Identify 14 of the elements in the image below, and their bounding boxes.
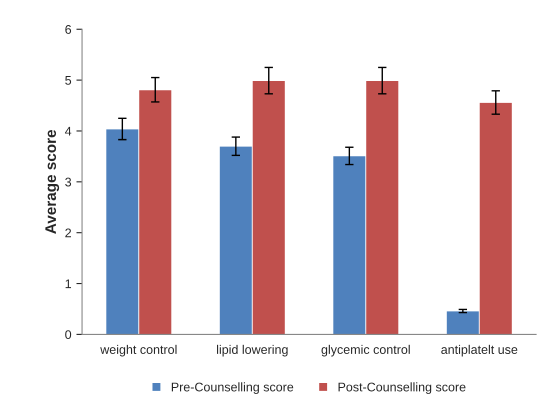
- x-tick-label: lipid lowering: [217, 344, 288, 356]
- x-tick-label: antiplatelt use: [441, 344, 518, 356]
- x-tick-label: weight control: [100, 344, 177, 356]
- y-tick-label: 1: [66, 279, 72, 288]
- y-tick-label: 6: [65, 25, 72, 34]
- y-tick-label: 4: [64, 126, 72, 136]
- x-tick-label: glycemic control: [322, 344, 410, 356]
- y-axis-title: Average score: [45, 130, 60, 234]
- y-tick-label: 2: [65, 228, 72, 238]
- y-tick-label: 3: [65, 178, 72, 186]
- legend-label: Post-Counselling score: [338, 382, 466, 394]
- y-tick-label: 5: [65, 76, 72, 85]
- y-tick-label: 0: [65, 330, 72, 340]
- legend-label: Pre-Counselling score: [172, 382, 294, 394]
